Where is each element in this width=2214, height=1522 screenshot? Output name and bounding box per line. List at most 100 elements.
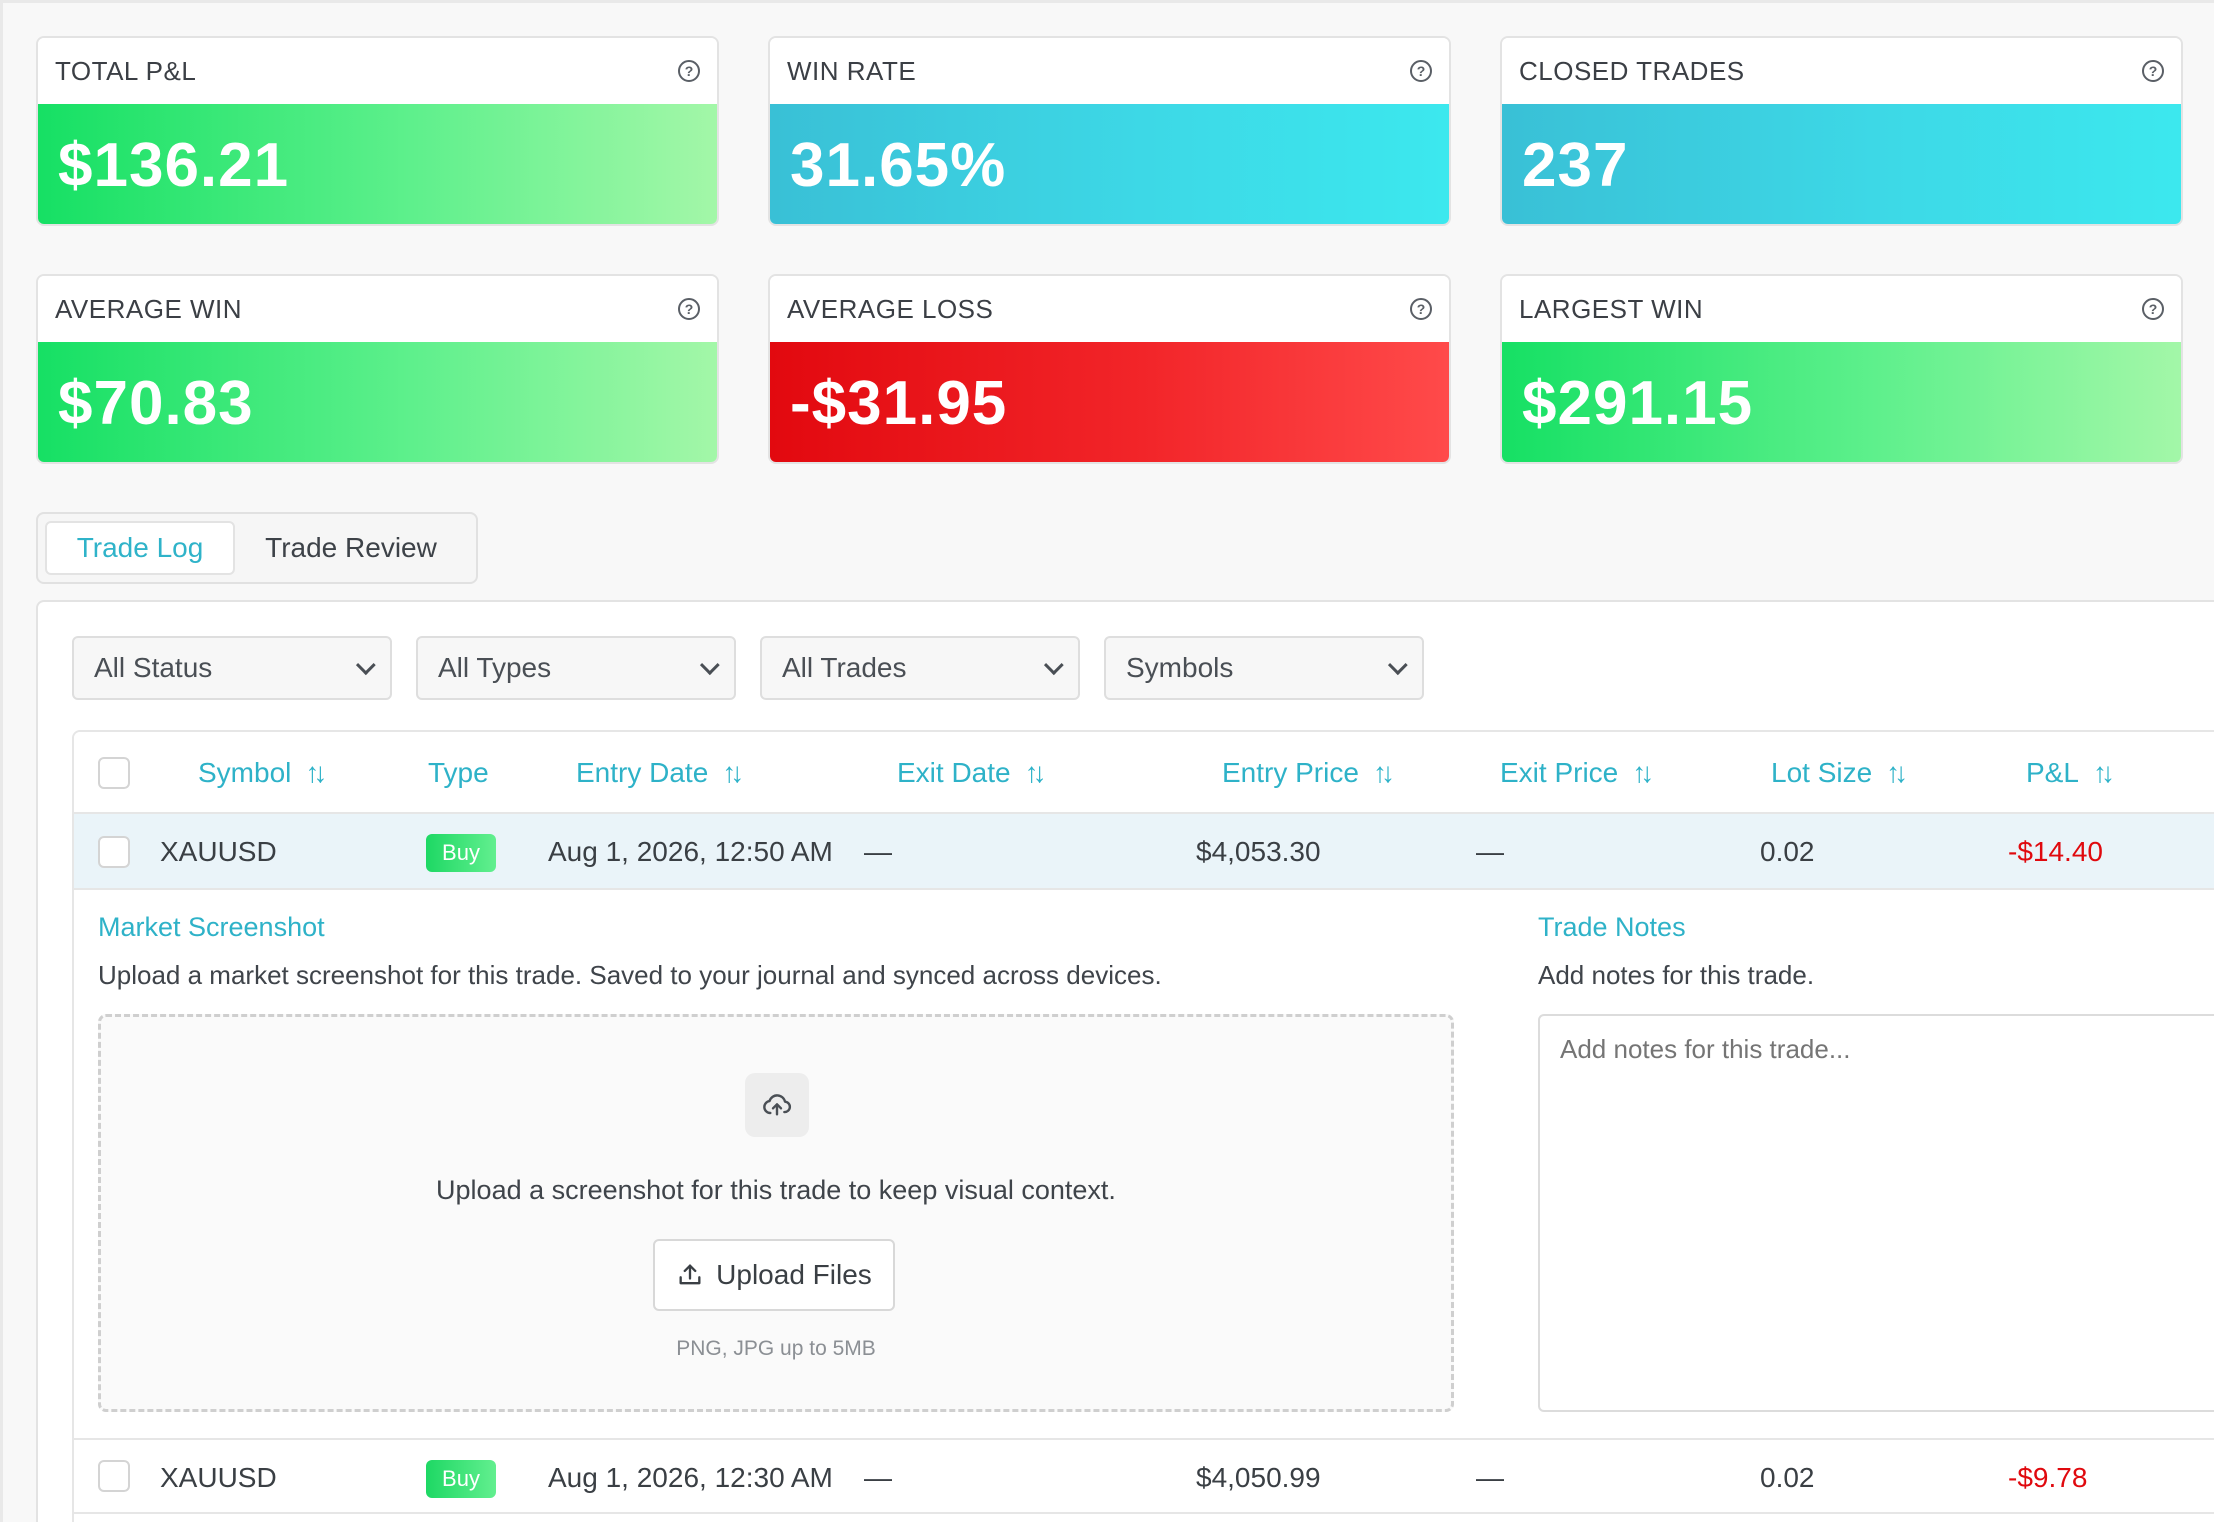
column-pnl[interactable]: P&L ↑↓ (2026, 732, 2115, 814)
table-row[interactable]: XAUUSD Buy Aug 1, 2026, 12:30 AM — $4,05… (74, 1438, 2214, 1514)
stat-card-closed-trades: CLOSED TRADES ? 237 (1500, 36, 2183, 226)
stat-value: 31.65% (770, 104, 1449, 224)
column-lot-size[interactable]: Lot Size ↑↓ (1771, 732, 1908, 814)
column-entry-price[interactable]: Entry Price ↑↓ (1222, 732, 1395, 814)
trade-notes-title: Trade Notes (1538, 912, 1686, 942)
stat-title: WIN RATE (787, 55, 917, 86)
upload-files-button[interactable]: Upload Files (653, 1239, 895, 1311)
column-label: Type (428, 757, 489, 788)
column-label: Exit Price (1500, 757, 1619, 788)
chevron-down-icon (699, 655, 720, 676)
column-exit-date[interactable]: Exit Date ↑↓ (897, 732, 1047, 814)
stat-value: -$31.95 (770, 342, 1449, 462)
help-icon[interactable]: ? (678, 60, 700, 82)
stat-header: AVERAGE WIN ? (38, 276, 717, 342)
cell-exit-price: — (1476, 836, 1504, 867)
tab-trade-review[interactable]: Trade Review (265, 532, 437, 563)
cell-exit-price: — (1476, 1462, 1504, 1493)
stat-header: TOTAL P&L ? (38, 38, 717, 104)
trades-filter-value: All Trades (782, 652, 907, 683)
column-label: Entry Date (576, 757, 709, 788)
chevron-down-icon (1043, 655, 1064, 676)
upload-icon (679, 1264, 701, 1285)
stat-card-average-loss: AVERAGE LOSS ? -$31.95 (768, 274, 1451, 464)
help-icon[interactable]: ? (678, 298, 700, 320)
stat-header: WIN RATE ? (770, 38, 1449, 104)
top-border (0, 0, 2214, 3)
chevron-down-icon (355, 655, 376, 676)
screenshot-dropzone[interactable]: Upload a screenshot for this trade to ke… (98, 1014, 1454, 1412)
sort-icon: ↑↓ (2092, 757, 2115, 788)
trade-notes-input[interactable] (1538, 1014, 2214, 1412)
cell-symbol: XAUUSD (160, 1462, 277, 1493)
stat-card-win-rate: WIN RATE ? 31.65% (768, 36, 1451, 226)
sort-icon: ↑↓ (305, 757, 327, 788)
stat-value: 237 (1502, 104, 2181, 224)
cell-entry-price: $4,053.30 (1196, 836, 1321, 867)
cell-lot-size: 0.02 (1760, 836, 1815, 867)
cell-exit-date: — (864, 836, 892, 867)
stat-card-total-pnl: TOTAL P&L ? $136.21 (36, 36, 719, 226)
select-all-checkbox[interactable] (98, 757, 130, 789)
column-label: P&L (2026, 757, 2079, 788)
market-screenshot-title: Market Screenshot (98, 912, 325, 942)
chevron-down-icon (1387, 655, 1408, 676)
stat-card-average-win: AVERAGE WIN ? $70.83 (36, 274, 719, 464)
trade-detail-expanded: Market Screenshot Upload a market screen… (74, 890, 2214, 1438)
column-label: Lot Size (1771, 757, 1873, 788)
sort-icon: ↑↓ (1372, 757, 1395, 788)
sort-icon: ↑↓ (1632, 757, 1654, 788)
tab-trade-log[interactable]: Trade Log (45, 521, 235, 575)
stat-title: TOTAL P&L (55, 55, 197, 86)
type-filter-value: All Types (438, 652, 552, 683)
column-label: Exit Date (897, 757, 1011, 788)
stat-header: CLOSED TRADES ? (1502, 38, 2181, 104)
trades-table: Symbol ↑↓ Type Entry Date ↑↓ Exit Date ↑↓ E… (72, 730, 2214, 1522)
left-border (0, 0, 3, 1522)
stat-header: AVERAGE LOSS ? (770, 276, 1449, 342)
help-icon[interactable]: ? (1410, 60, 1432, 82)
column-symbol[interactable]: Symbol ↑↓ (198, 732, 327, 814)
sort-icon: ↑↓ (1024, 757, 1047, 788)
sort-icon: ↑↓ (1886, 757, 1908, 788)
dropzone-text: Upload a screenshot for this trade to ke… (436, 1175, 1116, 1205)
cell-exit-date: — (864, 1462, 892, 1493)
cell-entry-price: $4,050.99 (1196, 1462, 1321, 1493)
row-checkbox[interactable] (98, 836, 130, 868)
table-row[interactable]: XAUUSD Buy Aug 1, 2026, 12:50 AM — $4,05… (74, 814, 2214, 890)
symbols-filter[interactable]: Symbols (1104, 636, 1424, 700)
column-label: Symbol (198, 757, 292, 788)
upload-files-label: Upload Files (716, 1259, 872, 1290)
column-label: Entry Price (1222, 757, 1359, 788)
cell-pnl: -$14.40 (2008, 836, 2103, 867)
stat-header: LARGEST WIN ? (1502, 276, 2181, 342)
cell-pnl: -$9.78 (2008, 1462, 2088, 1493)
column-entry-date[interactable]: Entry Date ↑↓ (576, 732, 744, 814)
upload-hint: PNG, JPG up to 5MB (676, 1337, 876, 1360)
type-badge: Buy (426, 834, 496, 872)
stat-title: LARGEST WIN (1519, 293, 1704, 324)
status-filter-value: All Status (94, 652, 213, 683)
cell-symbol: XAUUSD (160, 836, 277, 867)
status-filter[interactable]: All Status (72, 636, 392, 700)
stat-value: $70.83 (38, 342, 717, 462)
cloud-upload-icon (745, 1073, 809, 1137)
trade-notes-description: Add notes for this trade. (1538, 960, 1815, 990)
help-icon[interactable]: ? (2142, 298, 2164, 320)
help-icon[interactable]: ? (2142, 60, 2164, 82)
trades-filter[interactable]: All Trades (760, 636, 1080, 700)
help-icon[interactable]: ? (1410, 298, 1432, 320)
symbols-filter-value: Symbols (1126, 652, 1234, 683)
cell-entry-date: Aug 1, 2026, 12:50 AM (548, 836, 833, 867)
type-filter[interactable]: All Types (416, 636, 736, 700)
column-exit-price[interactable]: Exit Price ↑↓ (1500, 732, 1654, 814)
stat-value: $136.21 (38, 104, 717, 224)
stat-title: AVERAGE WIN (55, 293, 243, 324)
stat-value: $291.15 (1502, 342, 2181, 462)
column-type: Type (428, 732, 489, 814)
stat-card-largest-win: LARGEST WIN ? $291.15 (1500, 274, 2183, 464)
stat-title: AVERAGE LOSS (787, 293, 994, 324)
market-screenshot-description: Upload a market screenshot for this trad… (98, 960, 1162, 990)
stat-title: CLOSED TRADES (1519, 55, 1745, 86)
row-checkbox[interactable] (98, 1460, 130, 1492)
